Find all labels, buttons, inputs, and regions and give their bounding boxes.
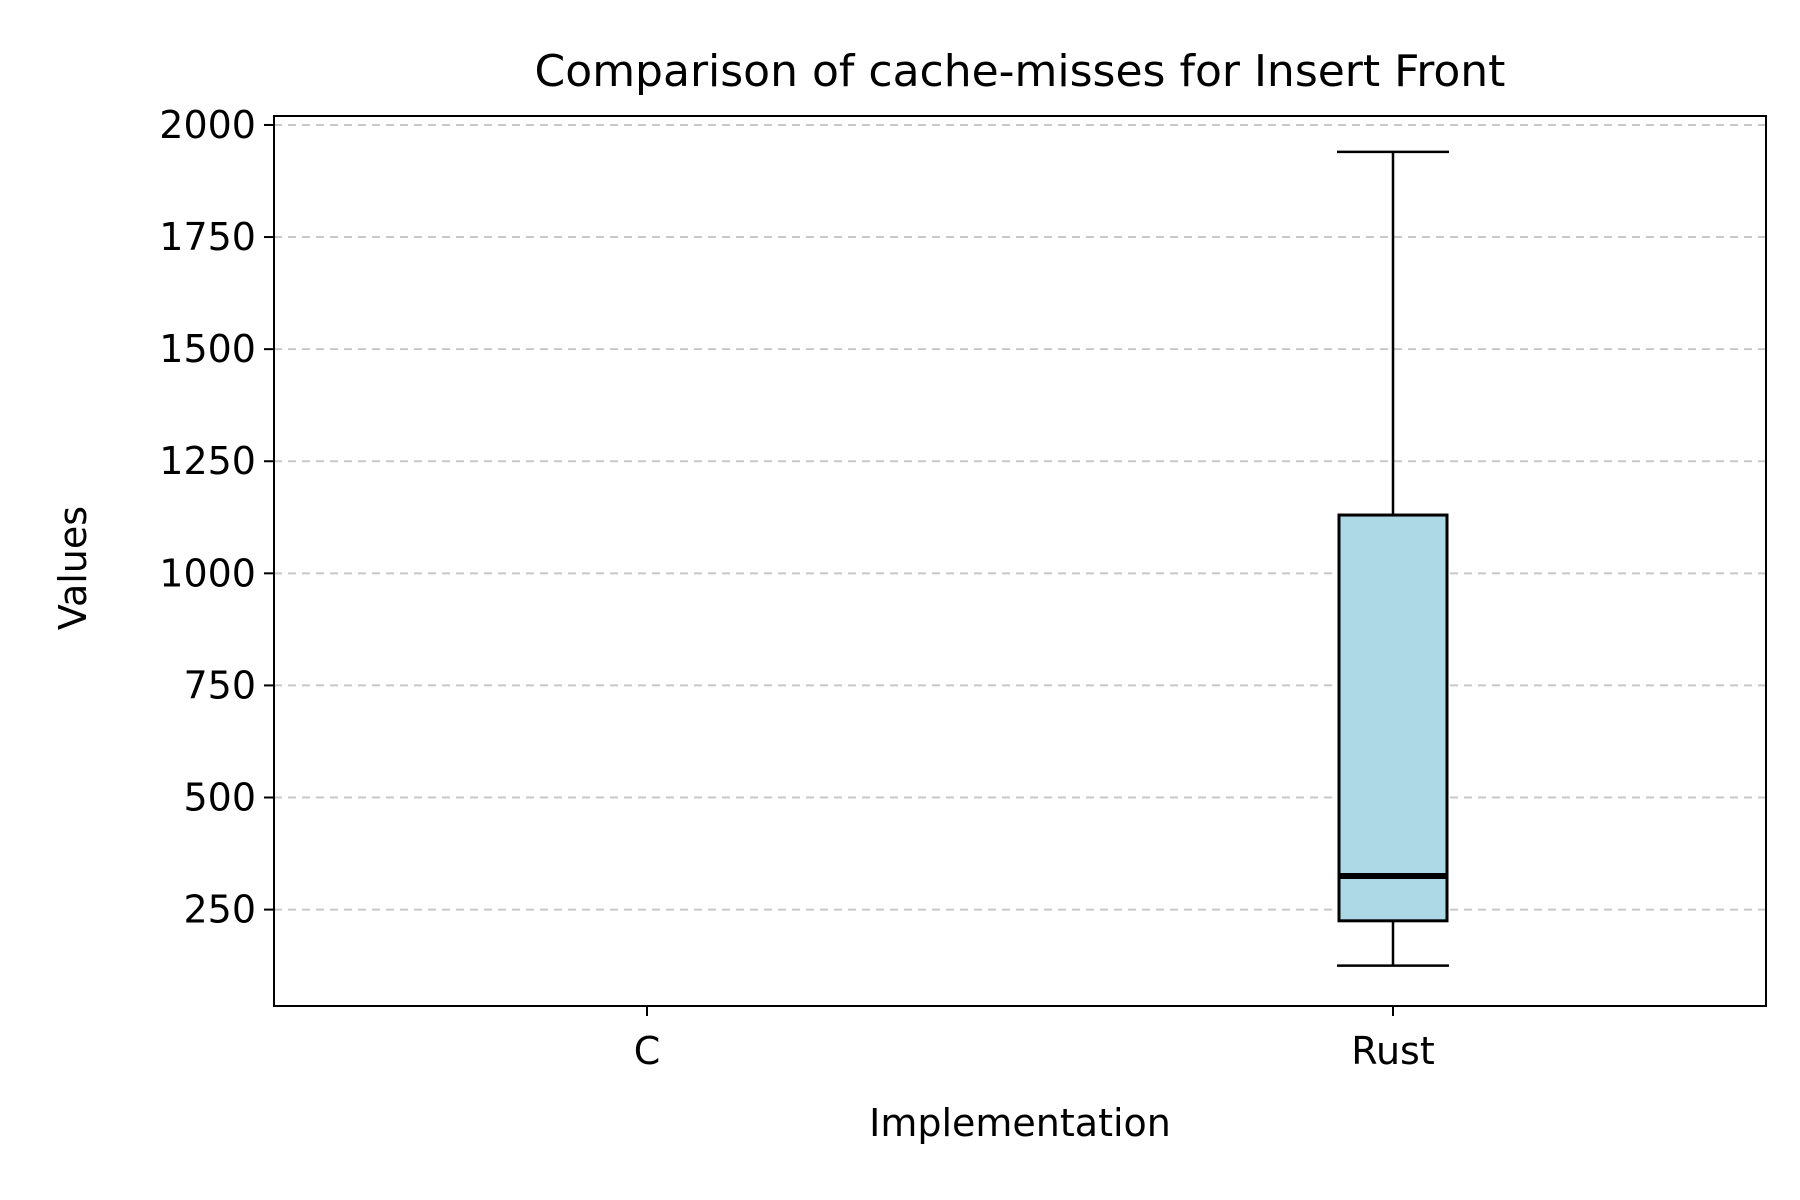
grid: [274, 123, 1766, 911]
y-tick-label: 1750: [159, 215, 256, 259]
x-tick-label: C: [634, 1029, 661, 1073]
x-axis-label: Implementation: [869, 1101, 1171, 1145]
y-tick-label: 1000: [159, 551, 256, 595]
y-axis-label: Values: [51, 506, 95, 630]
y-tick-label: 750: [183, 663, 256, 707]
box-rust: [1337, 150, 1449, 967]
y-tick-label: 2000: [159, 103, 256, 147]
box-iqr: [1337, 513, 1449, 923]
y-tick-label: 1250: [159, 439, 256, 483]
x-axis: C Rust: [634, 1006, 1435, 1073]
y-tick-label: 1500: [159, 327, 256, 371]
chart-title: Comparison of cache-misses for Insert Fr…: [535, 46, 1506, 97]
y-tick-label: 500: [183, 776, 256, 820]
y-tick-label: 250: [183, 888, 256, 932]
boxes: [1337, 150, 1449, 967]
plot-frame: [273, 115, 1767, 1007]
y-axis: 250 500 750 1000 1250 1500 1750 2000: [159, 103, 274, 932]
x-tick-label: Rust: [1351, 1029, 1434, 1073]
